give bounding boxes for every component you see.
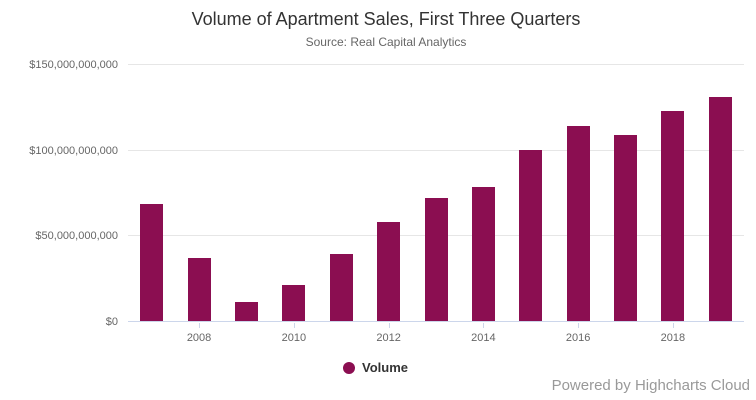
bar-2016[interactable] <box>566 126 590 321</box>
highcharts-credits-link[interactable]: Powered by Highcharts Cloud <box>551 377 750 394</box>
y-axis-tick-label: $150,000,000,000 <box>29 59 118 71</box>
gridline <box>128 64 744 65</box>
y-axis-tick-label: $100,000,000,000 <box>29 144 118 157</box>
x-axis-tick <box>293 323 295 328</box>
legend-label: Volume <box>362 360 408 375</box>
x-axis-tick <box>578 323 580 328</box>
chart-title: Volume of Apartment Sales, First Three Q… <box>191 9 581 29</box>
bar-2008[interactable] <box>187 258 211 321</box>
legend-item-volume[interactable]: Volume <box>343 360 408 375</box>
bar-2009[interactable] <box>234 302 258 321</box>
bar-2011[interactable] <box>329 254 353 321</box>
x-axis-tick-label-2008: 2008 <box>186 332 212 344</box>
bar-2010[interactable] <box>282 285 306 321</box>
x-axis-tick-label-2014: 2014 <box>471 332 496 344</box>
plot-area <box>128 64 744 322</box>
bar-2012[interactable] <box>377 222 401 321</box>
bar-2018[interactable] <box>661 111 685 321</box>
x-axis-tick-label-2016: 2016 <box>565 332 591 344</box>
gridline <box>128 149 744 151</box>
y-axis-tick-label: $0 <box>105 316 118 328</box>
bar-2017[interactable] <box>614 135 638 321</box>
x-axis-tick <box>199 323 201 328</box>
chart-subtitle: Source: Real Capital Analytics <box>305 35 467 49</box>
x-axis-tick-label-2018: 2018 <box>660 332 686 344</box>
bar-2019[interactable] <box>708 97 732 321</box>
x-axis-tick <box>672 323 674 328</box>
bar-2013[interactable] <box>424 198 448 321</box>
x-axis-tick <box>483 323 485 328</box>
x-axis-tick-label-2010: 2010 <box>281 332 307 344</box>
x-axis-tick-label-2012: 2012 <box>376 332 401 344</box>
legend-marker-icon <box>343 361 355 374</box>
x-axis-tick <box>388 323 390 328</box>
bar-2007[interactable] <box>140 204 164 321</box>
bar-2015[interactable] <box>519 150 543 321</box>
y-axis-tick-label: $50,000,000,000 <box>35 230 118 243</box>
bar-2014[interactable] <box>471 187 495 321</box>
